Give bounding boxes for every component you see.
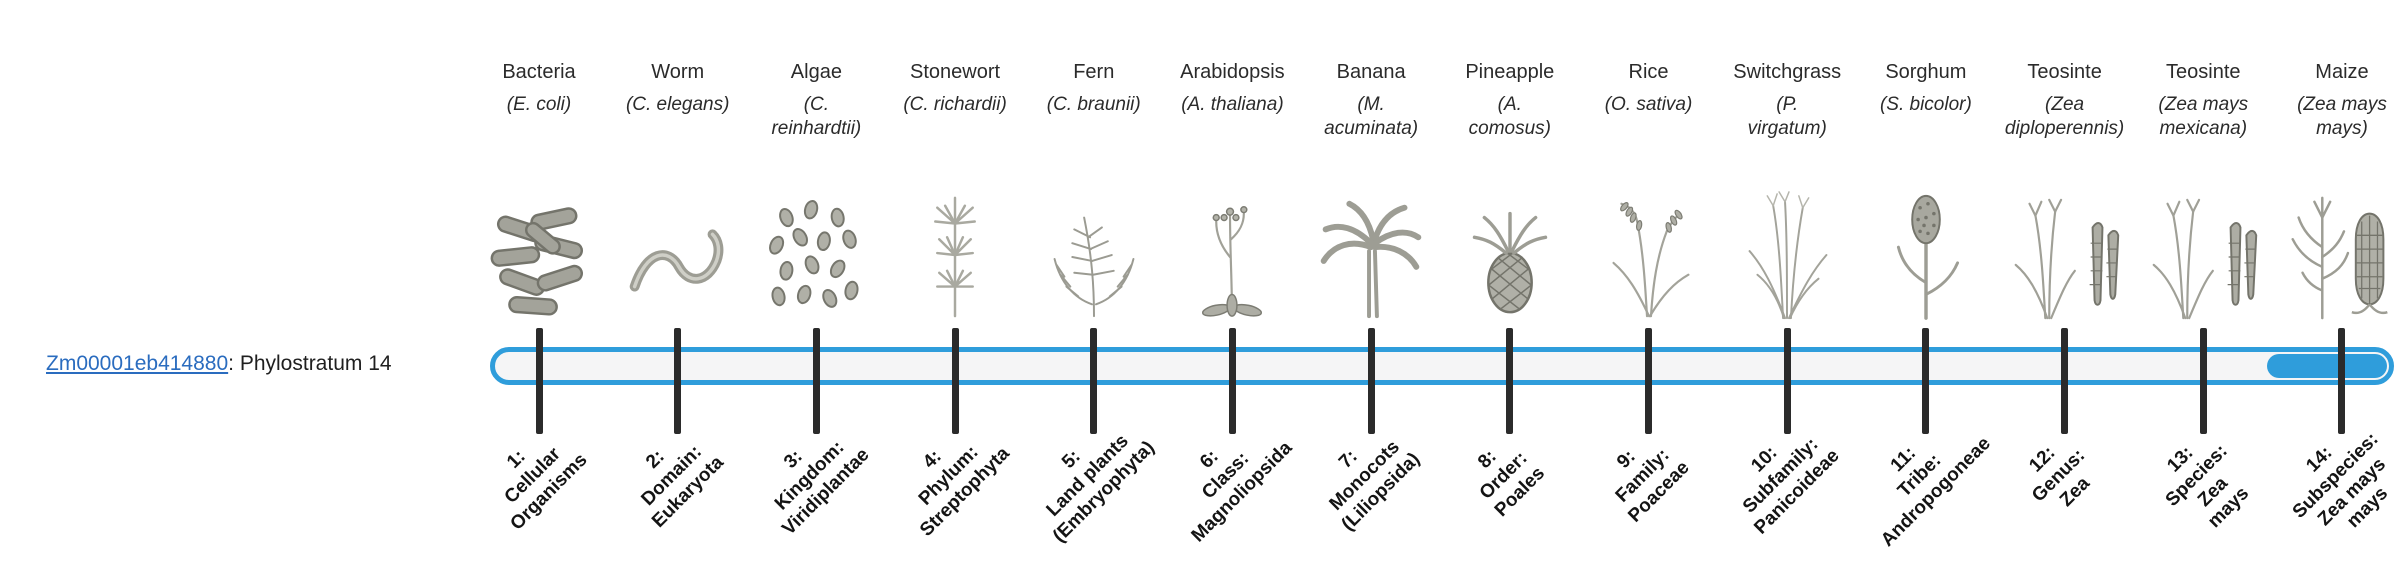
- phylostratum-tick: [1506, 328, 1514, 434]
- rice-icon: [1583, 188, 1715, 326]
- stratum-label: 11: Tribe: Andropogoneae: [1876, 432, 1995, 551]
- fern-icon: [1028, 188, 1160, 326]
- taxon-scientific-name: (O. sativa): [1604, 94, 1693, 115]
- taxon-common-name: Pineapple: [1465, 61, 1555, 83]
- taxon-scientific-name: (S. bicolor): [1879, 94, 1972, 115]
- phylostratum-tick: [1922, 328, 1930, 434]
- taxon-common-name: Worm: [651, 61, 705, 83]
- taxon-common-name: Algae: [790, 61, 842, 83]
- taxon-scientific-name: (E. coli): [506, 94, 572, 115]
- gene-label: Zm00001eb414880: Phylostratum 14: [46, 352, 392, 376]
- stratum-label: 5: Land plants (Embryophyta): [1042, 430, 1159, 547]
- taxon-scientific-name: (A. comosus): [1468, 94, 1551, 139]
- bacteria-icon: [473, 188, 605, 326]
- pineapple-icon: [1444, 188, 1576, 326]
- taxon-column: Arabidopsis (A. thaliana): [1157, 60, 1307, 326]
- phylostratum-tick: [1090, 328, 1098, 434]
- phylostratum-tick: [2338, 328, 2346, 434]
- taxon-common-name: Rice: [1628, 61, 1669, 83]
- worm-icon: [612, 188, 744, 326]
- taxon-column: Bacteria (E. coli): [464, 60, 614, 326]
- arabidopsis-icon: [1166, 188, 1298, 326]
- stratum-label: 14: Subspecies: Zea mays mays: [2288, 428, 2393, 533]
- taxon-scientific-name: (C. elegans): [625, 94, 730, 115]
- taxon-common-name: Arabidopsis: [1180, 61, 1285, 83]
- sorghum-icon: [1860, 188, 1992, 326]
- taxon-column: Teosinte (Zea diploperennis): [1990, 60, 2140, 326]
- taxon-scientific-name: (C. reinhardtii): [771, 94, 862, 139]
- stratum-label: 4: Phylum: Streptophyta: [914, 441, 1014, 541]
- taxon-scientific-name: (Zea mays mexicana): [2158, 94, 2249, 139]
- phylostratum-tick: [2199, 328, 2207, 434]
- taxon-common-name: Maize: [2315, 61, 2369, 83]
- taxon-common-name: Bacteria: [502, 61, 576, 83]
- taxon-scientific-name: (C. braunii): [1046, 94, 1141, 115]
- taxon-common-name: Switchgrass: [1733, 61, 1842, 83]
- switchgrass-icon: [1721, 188, 1853, 326]
- taxon-common-name: Teosinte: [2166, 61, 2241, 83]
- phylostratum-tick: [1645, 328, 1653, 434]
- taxon-common-name: Stonewort: [910, 61, 1001, 83]
- phylostratum-tick: [674, 328, 682, 434]
- taxon-scientific-name: (M. acuminata): [1324, 94, 1419, 139]
- gene-phylostratum-text: : Phylostratum 14: [228, 352, 392, 375]
- taxon-column: Banana (M. acuminata): [1296, 60, 1446, 326]
- taxon-scientific-name: (Zea mays mays): [2297, 94, 2387, 139]
- taxon-column: Fern (C. braunii): [1019, 60, 1169, 326]
- stratum-label: 6: Class: Magnoliopsida: [1187, 437, 1297, 547]
- algae-icon: [750, 188, 882, 326]
- stratum-label: 2: Domain: Eukaryota: [636, 441, 728, 532]
- stratum-label: 8: Order: Poales: [1473, 446, 1549, 521]
- stratum-label: 7: Monocots (Liliopsida): [1325, 436, 1425, 535]
- taxon-scientific-name: (A. thaliana): [1181, 94, 1284, 115]
- taxon-scientific-name: (Zea diploperennis): [2004, 94, 2125, 139]
- stratum-label: 9: Family: Poaceae: [1611, 444, 1693, 527]
- phylostratum-tick: [1783, 328, 1791, 434]
- phylostrata-track: [490, 347, 2394, 385]
- taxon-common-name: Fern: [1073, 61, 1115, 83]
- taxon-column: Switchgrass (P. virgatum): [1712, 60, 1862, 326]
- taxon-common-name: Teosinte: [2027, 61, 2102, 83]
- taxon-common-name: Banana: [1336, 61, 1406, 83]
- phylostratum-tick: [535, 328, 543, 434]
- taxon-scientific-name: (P. virgatum): [1747, 94, 1827, 139]
- phylostratum-tick: [1228, 328, 1236, 434]
- gene-id-link[interactable]: Zm00001eb414880: [46, 352, 229, 375]
- teosinte-icon: [1999, 188, 2131, 326]
- stratum-label: 3: Kingdom: Viridiplantae: [771, 436, 874, 540]
- taxon-column: Algae (C. reinhardtii): [741, 60, 891, 326]
- phylostratum-tick: [2061, 328, 2069, 434]
- phylostratum-tick: [812, 328, 820, 434]
- phylostratum-tick: [1367, 328, 1375, 434]
- stonewort-icon: [889, 188, 1021, 326]
- stratum-label: 12: Genus: Zea: [2024, 442, 2094, 511]
- maize-icon: [2276, 188, 2400, 326]
- taxon-scientific-name: (C. richardii): [903, 94, 1007, 115]
- stratum-label: 10: Subfamily: Panicoideae: [1738, 433, 1844, 539]
- taxon-column: Pineapple (A. comosus): [1435, 60, 1585, 326]
- phylostratum-tick: [951, 328, 959, 434]
- phylostratum-14-highlight: [2267, 354, 2387, 378]
- stratum-label: 1: Cellular Organisms: [500, 443, 592, 535]
- taxon-column: Rice (O. sativa): [1574, 60, 1724, 326]
- taxon-column: Teosinte (Zea mays mexicana): [2128, 60, 2278, 326]
- taxon-column: Worm (C. elegans): [603, 60, 753, 326]
- taxon-column: Stonewort (C. richardii): [880, 60, 1030, 326]
- banana-icon: [1305, 188, 1437, 326]
- taxon-column: Maize (Zea mays mays): [2267, 60, 2400, 326]
- taxon-common-name: Sorghum: [1885, 61, 1967, 83]
- taxon-column: Sorghum (S. bicolor): [1851, 60, 2001, 326]
- teosinte-icon: [2137, 188, 2269, 326]
